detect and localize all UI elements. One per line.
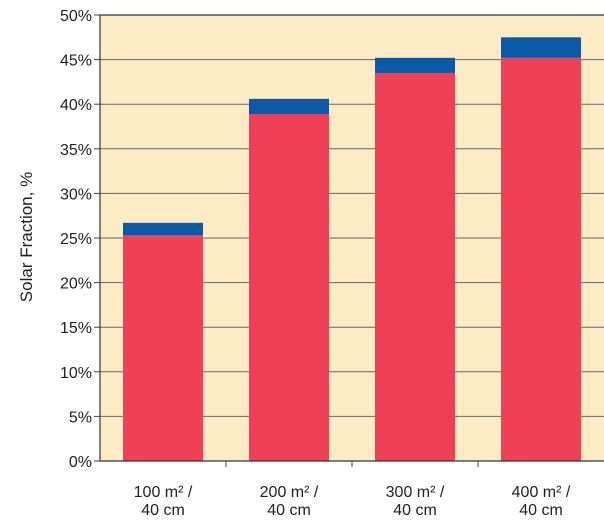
bar-segment — [123, 222, 203, 236]
y-axis-title: Solar Fraction, % — [17, 172, 36, 302]
y-tick-label: 50% — [60, 8, 92, 25]
y-tick-label: 0% — [69, 454, 92, 471]
y-tick-label: 10% — [60, 365, 92, 382]
x-tick-label: 40 cm — [393, 502, 437, 519]
bar-segment — [501, 37, 581, 58]
x-tick-label: 40 cm — [267, 502, 311, 519]
x-tick-label: 200 m² / — [260, 484, 319, 501]
y-tick-label: 25% — [60, 231, 92, 248]
y-tick-label: 5% — [69, 409, 92, 426]
x-tick-label: 40 cm — [141, 502, 185, 519]
bar-segment — [375, 72, 455, 461]
bar-segment — [123, 235, 203, 461]
y-tick-label: 30% — [60, 186, 92, 203]
y-tick-label: 45% — [60, 53, 92, 70]
bar-segment — [249, 114, 329, 462]
bar-segment — [501, 57, 581, 461]
bar-segment — [249, 98, 329, 115]
y-tick-label: 20% — [60, 276, 92, 293]
y-tick-label: 15% — [60, 320, 92, 337]
x-tick-label: 40 cm — [519, 502, 563, 519]
y-tick-label: 40% — [60, 97, 92, 114]
x-tick-label: 400 m² / — [512, 484, 571, 501]
x-tick-label: 100 m² / — [134, 484, 193, 501]
x-tick-label: 300 m² / — [386, 484, 445, 501]
bar-segment — [375, 57, 455, 73]
y-tick-label: 35% — [60, 142, 92, 159]
